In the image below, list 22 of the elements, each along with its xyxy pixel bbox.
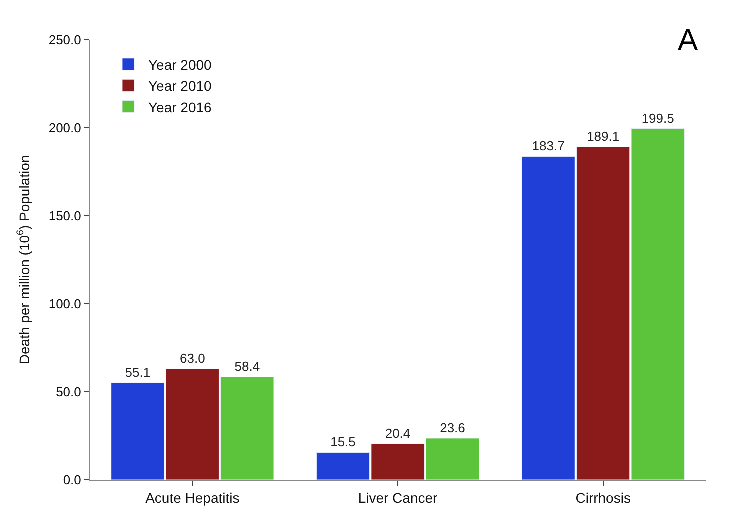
data-label: 55.1 <box>125 365 151 380</box>
x-tick-label: Acute Hepatitis <box>146 490 240 506</box>
y-tick-label: 100.0 <box>48 296 82 312</box>
data-label: 189.1 <box>587 129 620 144</box>
annotation: A <box>678 24 698 57</box>
y-tick-label: 50.0 <box>56 384 82 400</box>
y-tick-label: 150.0 <box>48 208 82 224</box>
x-tick-label: Cirrhosis <box>576 490 631 506</box>
data-label: 58.4 <box>234 359 260 374</box>
x-tick-label: Liver Cancer <box>358 490 438 506</box>
legend-label: Year 2010 <box>148 78 212 94</box>
data-label: 183.7 <box>532 138 565 154</box>
data-label: 20.4 <box>385 426 411 442</box>
data-label: 199.5 <box>642 110 674 126</box>
data-label: 63.0 <box>180 351 206 366</box>
data-label: 15.5 <box>330 434 356 450</box>
y-tick-label: 200.0 <box>48 120 82 136</box>
legend-label: Year 2000 <box>148 56 212 73</box>
data-label: 23.6 <box>440 420 466 436</box>
y-tick-label: 0.0 <box>63 472 82 488</box>
legend-label: Year 2016 <box>148 99 212 116</box>
y-tick-label: 250.0 <box>48 32 82 48</box>
